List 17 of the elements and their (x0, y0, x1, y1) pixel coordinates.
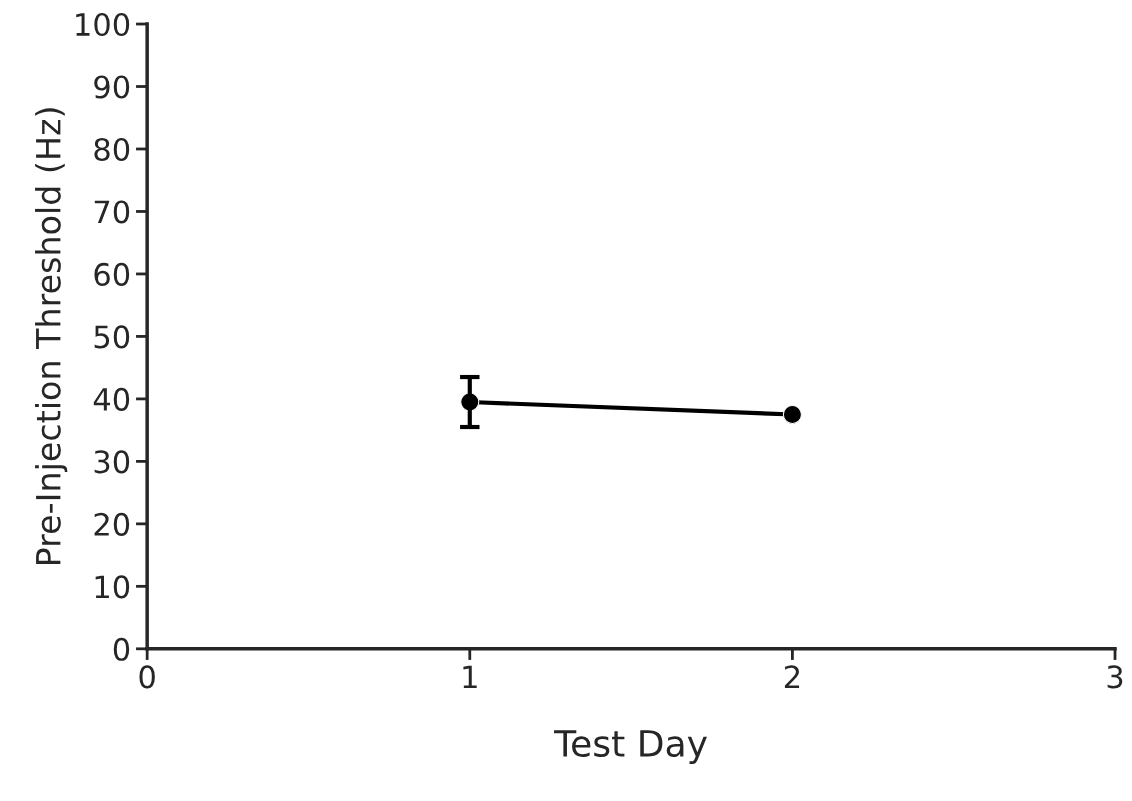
y-tick-label: 30 (94, 450, 130, 474)
y-tick-label: 60 (94, 262, 130, 286)
y-tick-label: 0 (113, 637, 130, 661)
y-tick-label: 20 (94, 512, 130, 536)
x-tick-label: 1 (463, 665, 477, 688)
y-tick-label: 50 (94, 325, 130, 349)
y-tick-label: 40 (93, 387, 130, 411)
y-tick-label: 10 (95, 575, 130, 599)
x-tick-label: 0 (139, 665, 155, 689)
y-tick-label: 90 (94, 75, 130, 99)
x-tick-label: 2 (784, 665, 800, 688)
y-tick-label: 100 (76, 12, 130, 37)
x-axis-title: Test Day (554, 730, 707, 765)
x-tick-label: 3 (1107, 665, 1123, 689)
y-tick-label: 70 (94, 200, 130, 224)
y-tick-label: 80 (94, 137, 130, 162)
y-axis-title: Pre-Injection Threshold (Hz) (35, 108, 68, 565)
